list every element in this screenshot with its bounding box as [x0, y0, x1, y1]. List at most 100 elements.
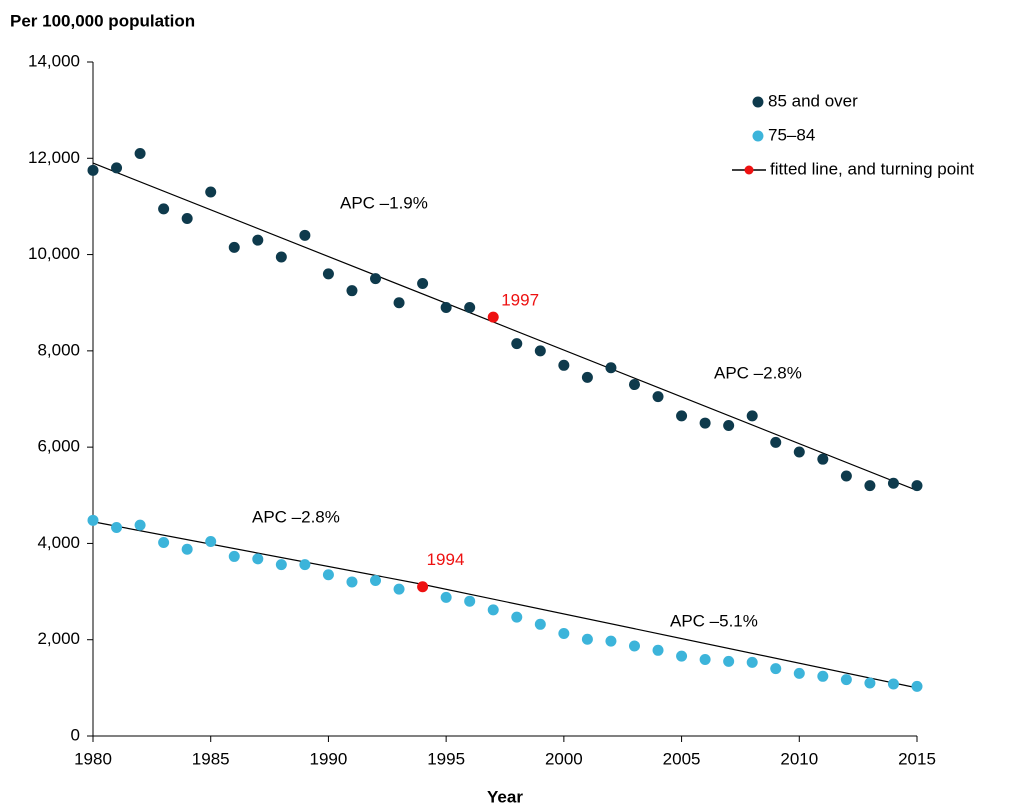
data-point [181, 543, 193, 555]
data-point [628, 640, 640, 652]
data-point [299, 559, 311, 571]
data-point [346, 576, 358, 588]
data-point [723, 655, 735, 667]
data-point [676, 650, 688, 662]
data-point [699, 653, 711, 665]
y-tick-label: 4,000 [37, 533, 80, 552]
data-point [887, 678, 899, 690]
data-point [558, 627, 570, 639]
x-axis-label: Year [487, 787, 523, 806]
legend-label: 75–84 [768, 125, 815, 144]
data-point [205, 536, 217, 548]
data-point [275, 251, 287, 263]
data-point [652, 644, 664, 656]
y-tick-label: 0 [71, 725, 80, 744]
y-tick-label: 14,000 [28, 51, 80, 70]
data-point [134, 147, 146, 159]
data-point [370, 273, 382, 285]
data-point [87, 514, 99, 526]
legend-label: fitted line, and turning point [770, 159, 974, 178]
data-point [840, 674, 852, 686]
data-point [228, 241, 240, 253]
data-point [417, 277, 429, 289]
y-tick-label: 2,000 [37, 629, 80, 648]
data-point [605, 635, 617, 647]
data-point [205, 186, 217, 198]
data-point [911, 480, 923, 492]
data-point [864, 480, 876, 492]
legend-marker [752, 130, 764, 142]
data-point [770, 436, 782, 448]
x-tick-label: 2015 [898, 749, 936, 768]
data-point [793, 667, 805, 679]
turning-point [417, 581, 429, 593]
turning-point-label: 1997 [501, 291, 539, 310]
data-point [134, 519, 146, 531]
data-point [181, 212, 193, 224]
data-point [346, 285, 358, 297]
data-point [864, 677, 876, 689]
data-point [887, 477, 899, 489]
x-tick-label: 1990 [310, 749, 348, 768]
data-point [817, 453, 829, 465]
x-tick-label: 2005 [663, 749, 701, 768]
x-tick-label: 1985 [192, 749, 230, 768]
data-point [911, 680, 923, 692]
data-point [511, 338, 523, 350]
data-point [393, 297, 405, 309]
data-point [370, 574, 382, 586]
data-point [652, 391, 664, 403]
y-tick-label: 10,000 [28, 244, 80, 263]
data-point [299, 229, 311, 241]
data-point [581, 371, 593, 383]
data-point [723, 419, 735, 431]
data-point [558, 359, 570, 371]
data-point [699, 417, 711, 429]
y-tick-label: 8,000 [37, 340, 80, 359]
fitted-line [92, 521, 918, 689]
data-point [840, 470, 852, 482]
data-point [158, 536, 170, 548]
data-point [87, 164, 99, 176]
legend-turning-marker [744, 165, 754, 175]
turning-point-label: 1994 [427, 550, 465, 569]
data-point [676, 410, 688, 422]
data-point [158, 203, 170, 215]
data-point [111, 162, 123, 174]
x-tick-label: 1995 [427, 749, 465, 768]
annotation: APC –2.8% [252, 507, 340, 526]
fitted-line [92, 162, 918, 492]
data-point [793, 446, 805, 458]
data-point [228, 550, 240, 562]
data-point [464, 302, 476, 314]
data-point [275, 559, 287, 571]
data-point [111, 522, 123, 534]
data-point [322, 569, 334, 581]
data-point [464, 595, 476, 607]
data-point [605, 362, 617, 374]
data-point [628, 379, 640, 391]
data-point [581, 633, 593, 645]
data-point [440, 591, 452, 603]
data-point [252, 553, 264, 565]
chart-title: Per 100,000 population [10, 11, 195, 30]
annotation: APC –1.9% [340, 193, 428, 212]
data-point [746, 656, 758, 668]
turning-point [487, 311, 499, 323]
data-point [393, 583, 405, 595]
data-point [440, 302, 452, 314]
y-tick-label: 12,000 [28, 148, 80, 167]
annotation: APC –2.8% [714, 363, 802, 382]
data-point [534, 618, 546, 630]
data-point [511, 611, 523, 623]
data-point [534, 345, 546, 357]
data-point [746, 410, 758, 422]
x-tick-label: 2010 [780, 749, 818, 768]
data-point [817, 670, 829, 682]
y-tick-label: 6,000 [37, 437, 80, 456]
data-point [487, 604, 499, 616]
data-point [322, 268, 334, 280]
data-point [770, 663, 782, 675]
x-tick-label: 1980 [74, 749, 112, 768]
